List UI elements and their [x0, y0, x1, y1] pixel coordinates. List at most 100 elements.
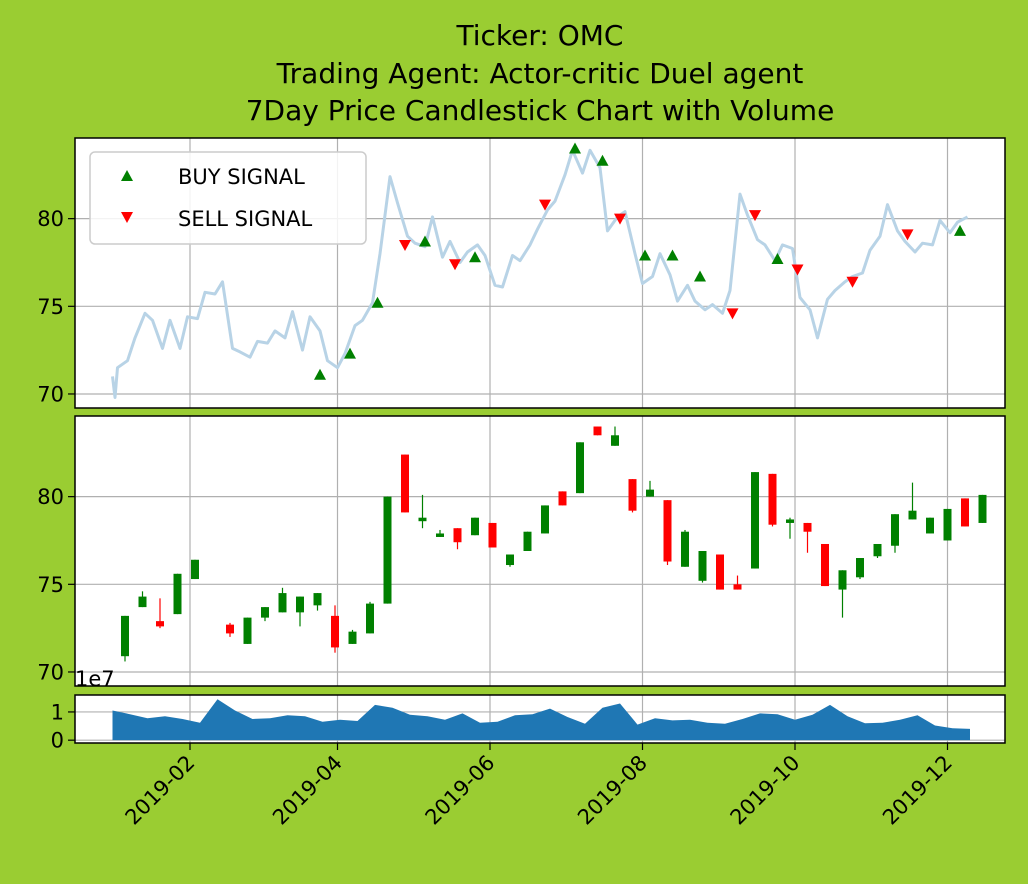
volume-offset-label: 1e7 — [75, 667, 115, 691]
legend-buy-marker — [121, 170, 133, 181]
x-axis-ticks: 2019-02 2019-04 2019-06 2019-08 2019-10 2019-… — [121, 743, 957, 830]
candle-body — [191, 559, 199, 580]
candle-body — [908, 510, 917, 520]
price-panel: 70 75 80 BUY SIGNAL SELL SIGNAL — [37, 137, 1006, 409]
candle-body — [488, 522, 497, 548]
candle-y-ticks: 70 75 80 — [37, 485, 75, 684]
buy-signal-marker — [371, 296, 384, 308]
candle-body — [751, 472, 759, 569]
candle-body — [418, 517, 427, 522]
candle-body — [873, 543, 882, 557]
candle-body — [698, 551, 707, 581]
volume-area — [112, 699, 970, 741]
sell-signal-marker — [539, 199, 551, 211]
candle-panel-background — [75, 416, 1005, 686]
candle-body — [506, 554, 514, 566]
candle-body — [978, 494, 987, 523]
candle-body — [663, 500, 672, 562]
signal-markers — [314, 142, 966, 380]
price-y-tick-label: 80 — [37, 207, 64, 231]
candle-body — [226, 624, 234, 634]
candle-body — [471, 517, 479, 536]
candle-body — [681, 531, 689, 567]
legend-sell-marker — [121, 212, 133, 223]
price-panel-frame — [74, 137, 1006, 409]
price-line-layer — [111, 148, 969, 399]
candle-body — [856, 558, 864, 578]
candle-body — [768, 473, 777, 525]
sell-signal-marker — [726, 308, 739, 320]
volume-panel-frame — [74, 694, 1006, 744]
buy-signal-marker — [694, 270, 706, 282]
candle-panel-frame — [74, 415, 1006, 687]
candle-body — [523, 531, 532, 551]
volume-y-ticks: 01 — [51, 700, 75, 753]
volume-panel: 01 1e7 — [51, 667, 1006, 753]
buy-signal-marker — [469, 251, 481, 263]
x-tick-label: 2019-04 — [268, 751, 347, 830]
buy-signal-marker — [569, 142, 581, 154]
chart-title-line-3: 7Day Price Candlestick Chart with Volume — [246, 94, 835, 127]
candle-body — [173, 573, 182, 615]
candle-body — [733, 584, 742, 590]
sell-signal-marker — [614, 213, 626, 225]
candle-body — [383, 496, 392, 604]
legend-box — [89, 151, 367, 245]
candle-body — [943, 508, 952, 541]
candle-body — [401, 454, 409, 513]
candle-body — [541, 505, 549, 534]
candle-body — [138, 596, 147, 608]
legend: BUY SIGNAL SELL SIGNAL — [89, 151, 367, 245]
candle-body — [628, 479, 637, 511]
candle-body — [296, 596, 304, 613]
candle-body — [366, 603, 374, 634]
candle-body — [121, 615, 129, 657]
candle-body — [331, 615, 339, 648]
candle-body — [961, 498, 969, 527]
x-tick-label: 2019-08 — [573, 751, 652, 830]
candle-body — [348, 631, 357, 644]
x-tick-label: 2019-06 — [421, 751, 500, 830]
candle-body — [891, 514, 899, 546]
candle-y-tick-label: 75 — [37, 573, 64, 597]
candle-body — [838, 570, 847, 590]
candle-body — [786, 519, 794, 523]
candle-body — [803, 522, 812, 532]
candle-body — [926, 517, 934, 534]
price-y-tick-label: 70 — [37, 382, 64, 406]
sell-signal-marker — [399, 239, 411, 251]
candle-y-tick-label: 80 — [37, 485, 64, 509]
buy-signal-marker — [419, 235, 431, 247]
sell-signal-marker — [846, 276, 859, 288]
price-y-ticks: 70 75 80 — [37, 207, 75, 406]
chart-title-line-2: Trading Agent: Actor-critic Duel agent — [276, 57, 804, 90]
candles-layer — [121, 426, 987, 662]
candle-y-tick-label: 70 — [37, 660, 64, 684]
candle-body — [593, 426, 602, 436]
price-y-tick-label: 75 — [37, 295, 64, 319]
x-tick-label: 2019-10 — [726, 751, 805, 830]
price-line — [111, 148, 969, 399]
sell-signal-marker — [449, 259, 461, 271]
buy-signal-marker — [314, 368, 326, 380]
volume-y-tick-label: 0 — [51, 729, 64, 753]
candle-body — [453, 528, 462, 543]
candle-body — [558, 491, 567, 506]
x-tick-label: 2019-02 — [121, 751, 200, 830]
candle-body — [611, 435, 619, 446]
buy-signal-marker — [639, 249, 651, 261]
volume-y-tick-label: 1 — [51, 700, 64, 724]
buy-signal-marker — [954, 224, 966, 236]
legend-sell-label: SELL SIGNAL — [178, 207, 313, 231]
candle-panel: 70 75 80 — [37, 415, 1006, 687]
buy-signal-marker — [666, 249, 679, 261]
chart-title-line-1: Ticker: OMC — [456, 19, 624, 52]
buy-signal-marker — [344, 347, 356, 359]
candle-body — [576, 442, 584, 494]
buy-signal-marker — [596, 154, 609, 166]
candle-body — [646, 489, 654, 497]
buy-signal-marker — [771, 252, 784, 264]
candle-body — [436, 533, 444, 537]
x-tick-label: 2019-12 — [878, 751, 957, 830]
candle-body — [716, 554, 724, 590]
